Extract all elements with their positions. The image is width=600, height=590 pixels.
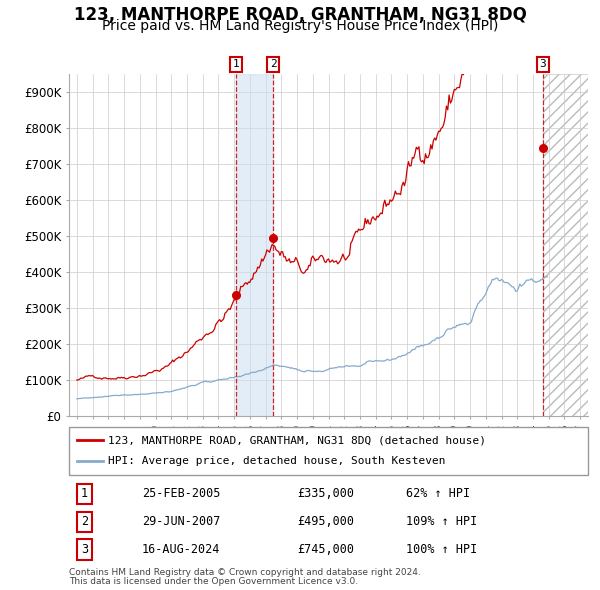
Text: 123, MANTHORPE ROAD, GRANTHAM, NG31 8DQ: 123, MANTHORPE ROAD, GRANTHAM, NG31 8DQ	[74, 6, 526, 24]
Text: 25-FEB-2005: 25-FEB-2005	[142, 487, 220, 500]
Text: 123, MANTHORPE ROAD, GRANTHAM, NG31 8DQ (detached house): 123, MANTHORPE ROAD, GRANTHAM, NG31 8DQ …	[108, 435, 486, 445]
Text: £495,000: £495,000	[298, 515, 355, 528]
Text: £745,000: £745,000	[298, 543, 355, 556]
Bar	[236, 74, 273, 416]
Text: 2: 2	[270, 60, 277, 70]
Text: 100% ↑ HPI: 100% ↑ HPI	[406, 543, 478, 556]
Text: 1: 1	[81, 487, 88, 500]
Text: This data is licensed under the Open Government Licence v3.0.: This data is licensed under the Open Gov…	[69, 577, 358, 586]
Text: 62% ↑ HPI: 62% ↑ HPI	[406, 487, 470, 500]
Text: Contains HM Land Registry data © Crown copyright and database right 2024.: Contains HM Land Registry data © Crown c…	[69, 568, 421, 576]
Text: 1: 1	[233, 60, 240, 70]
Text: 29-JUN-2007: 29-JUN-2007	[142, 515, 220, 528]
Text: HPI: Average price, detached house, South Kesteven: HPI: Average price, detached house, Sout…	[108, 457, 445, 467]
Text: £335,000: £335,000	[298, 487, 355, 500]
Text: 2: 2	[81, 515, 88, 528]
Text: 109% ↑ HPI: 109% ↑ HPI	[406, 515, 478, 528]
Text: Price paid vs. HM Land Registry's House Price Index (HPI): Price paid vs. HM Land Registry's House …	[102, 19, 498, 33]
Text: 3: 3	[539, 60, 546, 70]
Text: 16-AUG-2024: 16-AUG-2024	[142, 543, 220, 556]
Text: 3: 3	[81, 543, 88, 556]
